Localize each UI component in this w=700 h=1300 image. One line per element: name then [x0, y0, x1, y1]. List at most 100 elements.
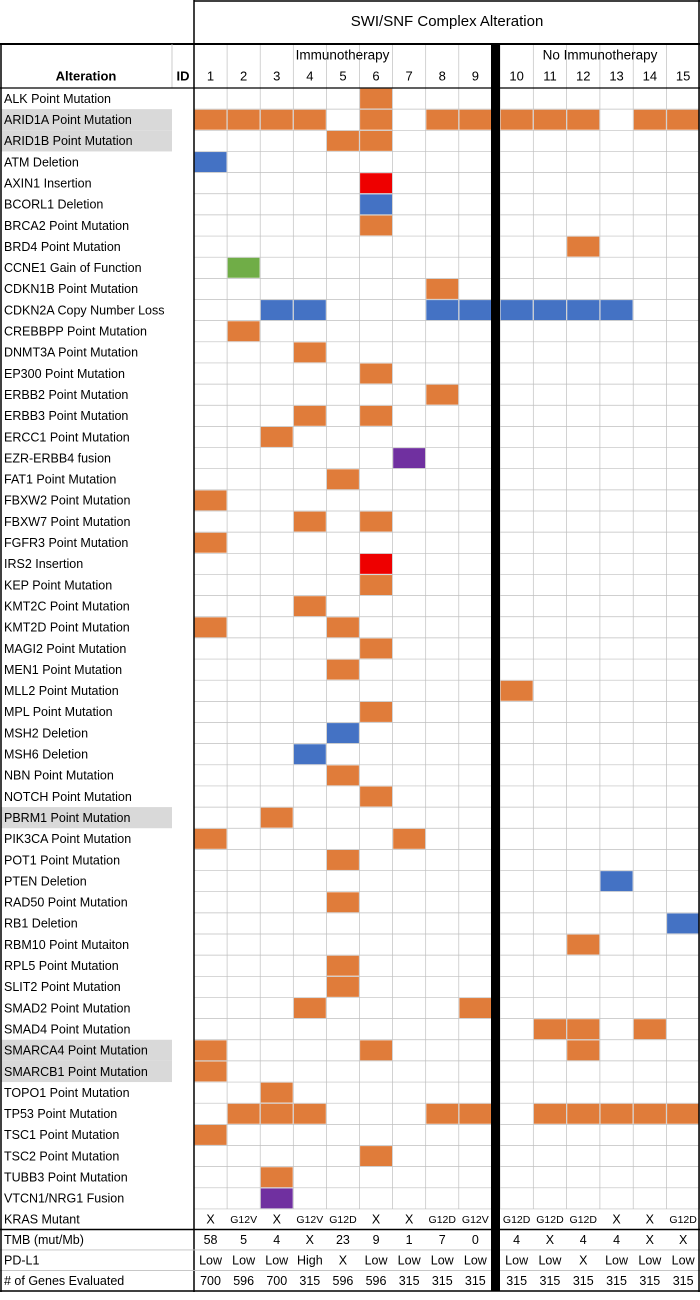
heatmap-cell [327, 659, 359, 680]
heatmap-cell [260, 1103, 293, 1124]
heatmap-cell [426, 300, 459, 321]
heatmap-cell [667, 1103, 700, 1124]
row-label: PBRM1 Point Mutation [4, 811, 130, 825]
group-label-no-immunotherapy: No Immunotherapy [543, 48, 658, 63]
summary-cell-value: Low [464, 1253, 488, 1267]
row-label: MLL2 Point Mutation [4, 684, 119, 698]
column-id: 2 [240, 68, 247, 83]
summary-cell-value: X [306, 1233, 315, 1247]
heatmap-cell [459, 1103, 492, 1124]
heatmap-cell [360, 215, 392, 236]
heatmap-cell [567, 934, 600, 955]
alteration-header: Alteration [56, 68, 117, 83]
row-label: PIK3CA Point Mutation [4, 832, 131, 846]
heatmap-cell [360, 363, 392, 384]
heatmap-cell [426, 109, 459, 130]
row-label: EP300 Point Mutation [4, 367, 125, 381]
summary-cell-value: G12D [429, 1214, 457, 1226]
heatmap-cell [194, 1040, 227, 1061]
heatmap-cell [600, 871, 633, 892]
heatmap-cell [500, 109, 533, 130]
column-id: 11 [543, 68, 557, 83]
summary-cell-value: 315 [399, 1274, 420, 1288]
summary-row-label: # of Genes Evaluated [4, 1274, 124, 1288]
summary-cell-value: G12D [503, 1214, 531, 1226]
heatmap-cell [327, 976, 359, 997]
row-label: CDKN1B Point Mutation [4, 282, 138, 296]
heatmap-cell [633, 1103, 666, 1124]
heatmap-cell [293, 300, 326, 321]
heatmap-cell [360, 701, 392, 722]
row-label: RB1 Deletion [4, 917, 78, 931]
row-label: CCNE1 Gain of Function [4, 261, 142, 275]
heatmap-cell [227, 321, 260, 342]
row-label: TSC1 Point Mutation [4, 1128, 119, 1142]
summary-cell-value: Low [505, 1253, 529, 1267]
heatmap-cell [533, 109, 566, 130]
row-label-highlight [1, 130, 172, 152]
summary-cell-value: G12D [669, 1214, 697, 1226]
row-label: KMT2C Point Mutation [4, 599, 130, 613]
heatmap-cell [194, 152, 227, 172]
column-id: 13 [609, 68, 623, 83]
column-id: 14 [643, 68, 657, 83]
row-label: RBM10 Point Mutaiton [4, 938, 129, 952]
summary-cell-value: 1 [406, 1233, 413, 1247]
heatmap-cell [533, 300, 566, 321]
heatmap-cell [459, 109, 492, 130]
heatmap-cell [360, 130, 392, 151]
heatmap-cell [360, 638, 392, 659]
heatmap-cell [360, 405, 392, 426]
heatmap-cell [327, 850, 359, 870]
group-label-immunotherapy: Immunotherapy [296, 48, 390, 63]
row-label: BRD4 Point Mutation [4, 240, 121, 254]
summary-cell-value: 23 [336, 1233, 350, 1247]
heatmap-cell [260, 807, 293, 828]
heatmap-cell [293, 596, 326, 617]
row-label-highlight [1, 1060, 172, 1083]
row-label: CREBBPP Point Mutation [4, 325, 147, 339]
heatmap-cell [360, 553, 392, 574]
summary-cell-value: G12V [296, 1214, 323, 1226]
row-label: MPL Point Mutation [4, 705, 113, 719]
chart-title: SWI/SNF Complex Alteration [351, 13, 544, 30]
summary-cell-value: X [546, 1233, 555, 1247]
row-label: SMAD4 Point Mutation [4, 1022, 130, 1036]
summary-cell-value: 315 [639, 1274, 660, 1288]
heatmap-cell [293, 511, 326, 532]
row-label: EZR-ERBB4 fusion [4, 451, 111, 465]
heatmap-cell [194, 490, 227, 511]
summary-cell-value: 315 [432, 1274, 453, 1288]
heatmap-cell [567, 1103, 600, 1124]
heatmap-cell [293, 109, 326, 130]
heatmap-cell [567, 1019, 600, 1040]
row-label: TUBB3 Point Mutation [4, 1171, 128, 1185]
heatmap-cell [633, 109, 666, 130]
heatmap-cell [260, 427, 293, 447]
summary-cell-value: 58 [204, 1233, 218, 1247]
column-id: 1 [207, 68, 214, 83]
heatmap-cell [327, 130, 359, 151]
heatmap-cell [459, 998, 492, 1018]
heatmap-cell [260, 1082, 293, 1103]
row-label: ERBB3 Point Mutation [4, 409, 128, 423]
summary-cell-value: Low [199, 1253, 223, 1267]
summary-cell-value: Low [538, 1253, 562, 1267]
id-header: ID [177, 68, 190, 83]
summary-cell-value: X [579, 1253, 588, 1267]
column-id: 4 [306, 68, 313, 83]
summary-cell-value: X [339, 1253, 348, 1267]
summary-cell-value: Low [672, 1253, 696, 1267]
column-id: 3 [273, 68, 280, 83]
heatmap-cell [533, 1019, 566, 1040]
row-label: FGFR3 Point Mutation [4, 536, 128, 550]
row-label: TP53 Point Mutation [4, 1107, 117, 1121]
summary-cell-value: 315 [606, 1274, 627, 1288]
summary-cell-value: X [679, 1233, 688, 1247]
heatmap-cell [194, 828, 227, 849]
summary-cell-value: X [273, 1212, 282, 1226]
heatmap-cell [393, 448, 426, 469]
column-id: 10 [509, 68, 523, 83]
row-label: TOPO1 Point Mutation [4, 1086, 130, 1100]
